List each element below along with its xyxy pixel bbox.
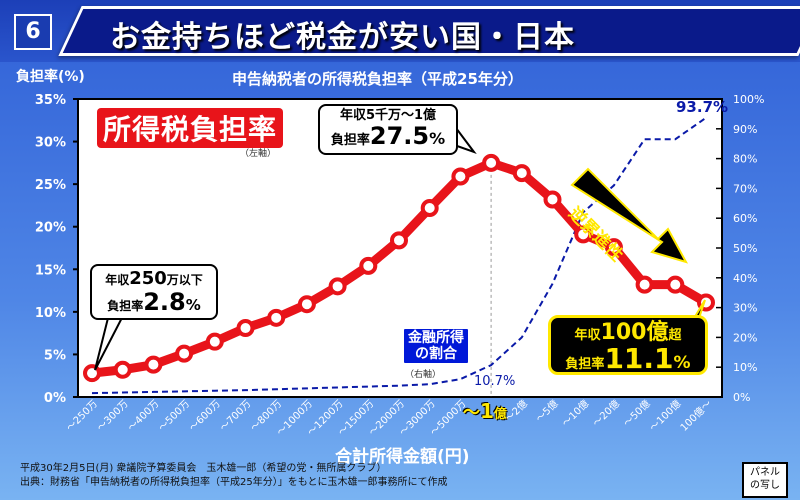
page-title: お金持ちほど税金が安い国・日本 xyxy=(110,20,575,55)
x-tick-label: ～500万 xyxy=(157,398,192,433)
legend-line2: の割合 xyxy=(415,346,457,363)
mid-financial-label: 10.7% xyxy=(474,374,515,389)
x-tick-label: ～250万 xyxy=(65,398,100,433)
y-tick-label: 25% xyxy=(35,178,66,193)
tax-rate-point xyxy=(113,360,132,379)
x-tick-label: ～50億 xyxy=(620,397,652,429)
tax-rate-point xyxy=(666,275,685,294)
tax-rate-point xyxy=(144,355,163,374)
one: 1 xyxy=(480,399,494,423)
regressive-arrow-icon xyxy=(570,167,689,264)
legend-tax-rate: 所得税負担率 xyxy=(97,108,284,148)
panel-number: 6 xyxy=(14,14,52,50)
callout-label: 年収 xyxy=(105,273,130,287)
left-axis-note: （左軸） xyxy=(240,149,277,159)
y-tick-label: 30% xyxy=(35,136,66,151)
tax-rate-point xyxy=(359,256,378,275)
tilde: ～ xyxy=(463,403,480,423)
y2-tick-label: 50% xyxy=(733,242,757,255)
callout-label: 万以下 xyxy=(166,273,203,287)
x-axis-title: 合計所得金額(円) xyxy=(335,447,470,467)
tax-rate-point xyxy=(267,308,286,327)
footer-line2: 出典：財務省「申告納税者の所得税負担率（平成25年分）」をもとに玉木雄一郎事務所… xyxy=(20,476,448,488)
legend-financial-income: 金融所得 の割合 xyxy=(402,327,470,366)
callout-low: 年収250万以下 負担率2.8% xyxy=(90,264,218,321)
x-tick-label: ～10億 xyxy=(559,397,591,429)
tax-rate-point xyxy=(512,164,531,183)
callout-value: 250 xyxy=(129,268,167,289)
y-tick-label: 0% xyxy=(44,391,66,406)
footer: 平成30年2月5日(月) 衆議院予算委員会 玉木雄一郎（希望の党・無所属クラブ）… xyxy=(20,462,448,489)
callout-value: 2.8 xyxy=(143,287,186,316)
tax-rate-point xyxy=(543,190,562,209)
tax-rate-point xyxy=(451,167,470,186)
right-axis-note: （右軸） xyxy=(405,370,442,380)
y2-tick-label: 90% xyxy=(733,123,757,136)
x-tick-label: ～5億 xyxy=(533,397,561,425)
x-tick-label: 100億～ xyxy=(677,397,714,434)
x-tick-label: ～400万 xyxy=(126,398,161,433)
peak-financial-label: 93.7% xyxy=(676,98,728,116)
y2-tick-label: 30% xyxy=(733,302,757,315)
x-tick-label: ～600万 xyxy=(187,398,222,433)
callout-value: 27.5 xyxy=(369,122,430,151)
y-tick-label: 35% xyxy=(35,93,66,108)
callout-label: 負担率 xyxy=(330,133,370,149)
y2-tick-label: 100% xyxy=(733,93,764,106)
tax-rate-point xyxy=(482,153,501,172)
callout-label: 負担率 xyxy=(107,298,144,313)
callout-unit: % xyxy=(673,353,691,374)
y-tick-label: 10% xyxy=(35,306,66,321)
tax-rate-point xyxy=(175,344,194,363)
y-tick-label: 15% xyxy=(35,263,66,278)
legend-line1: 金融所得 xyxy=(408,330,464,346)
x-tick-label: ～300万 xyxy=(95,398,130,433)
panel-copy-badge: パネル の写し xyxy=(742,462,788,498)
footer-line1: 平成30年2月5日(月) 衆議院予算委員会 玉木雄一郎（希望の党・無所属クラブ） xyxy=(20,463,387,474)
tax-rate-point xyxy=(205,332,224,351)
callout-label: 超 xyxy=(668,328,682,343)
y2-tick-label: 20% xyxy=(733,331,757,344)
y2-tick-label: 70% xyxy=(733,182,757,195)
y2-tick-label: 80% xyxy=(733,153,757,166)
y-tick-label: 5% xyxy=(44,348,66,363)
callout-label: 負担率 xyxy=(565,357,605,373)
callout-high: 年収100億超 負担率11.1% xyxy=(548,315,708,375)
tax-rate-point xyxy=(604,238,623,257)
x-highlight-1oku: ～1億 xyxy=(463,398,507,423)
callout-unit: % xyxy=(429,129,446,149)
tax-rate-point xyxy=(236,319,255,338)
y2-tick-label: 60% xyxy=(733,212,757,225)
oku: 億 xyxy=(493,407,507,422)
chart-title: 申告納税者の所得税負担率（平成25年分） xyxy=(232,70,523,88)
tax-rate-point xyxy=(635,275,654,294)
callout-unit: % xyxy=(185,295,201,314)
y2-tick-label: 10% xyxy=(733,361,757,374)
tax-rate-point xyxy=(297,295,316,314)
x-tick-label: ～20億 xyxy=(590,397,622,429)
y-tick-label: 20% xyxy=(35,221,66,236)
x-tick-label: ～100億 xyxy=(647,397,684,434)
callout-value: 11.1 xyxy=(604,342,674,376)
y2-tick-label: 40% xyxy=(733,272,757,285)
callout-peak: 年収5千万～1億 負担率27.5% xyxy=(318,104,458,155)
callout-value: 100億 xyxy=(600,320,669,345)
tax-rate-point xyxy=(328,277,347,296)
y-axis-label: 負担率(%) xyxy=(16,69,85,85)
callout-label: 年収 xyxy=(574,328,601,343)
tax-rate-point xyxy=(420,198,439,217)
y2-tick-label: 0% xyxy=(733,391,750,404)
tax-rate-point xyxy=(574,225,593,244)
tax-rate-point xyxy=(390,231,408,250)
panel-line1: パネル xyxy=(750,467,780,478)
panel-line2: の写し xyxy=(750,480,780,491)
callout-peak-line1: 年収5千万～1億 xyxy=(339,108,437,123)
x-tick-label: ～700万 xyxy=(218,398,253,433)
